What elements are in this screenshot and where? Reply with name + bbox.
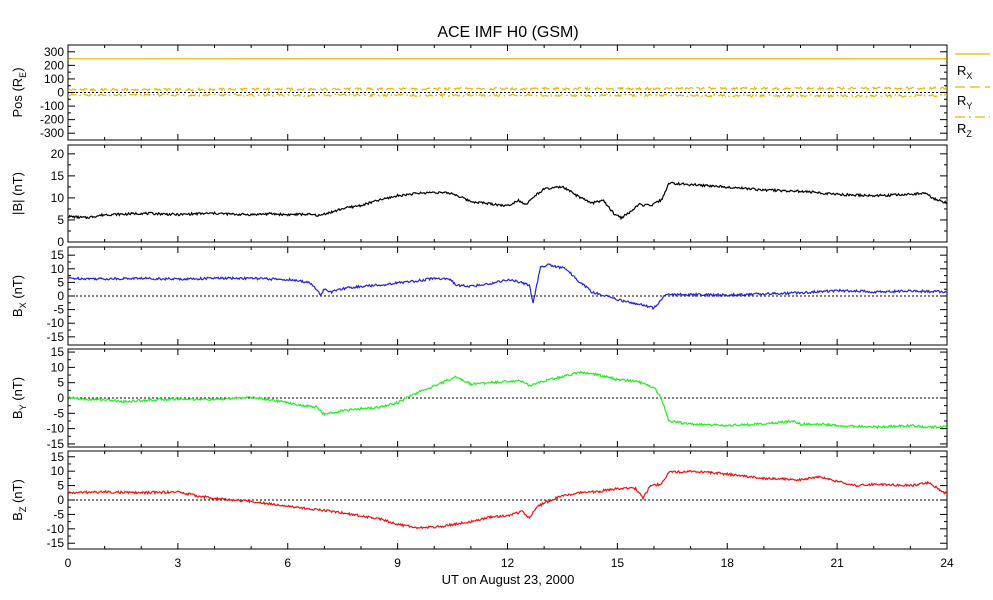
y-tick-label: -10 [47, 316, 65, 330]
y-tick-label: -10 [47, 422, 65, 436]
y-axis-label-main: B [10, 308, 25, 317]
y-tick-label: 15 [51, 248, 65, 262]
chart-title: ACE IMF H0 (GSM) [437, 24, 578, 41]
y-tick-label: -15 [47, 330, 65, 344]
y-tick-label: 15 [51, 169, 65, 183]
y-tick-label: 5 [57, 376, 64, 390]
y-axis-label: BZ (nT) [10, 479, 28, 521]
y-tick-label: -10 [47, 522, 65, 536]
x-axis-label: UT on August 23, 2000 [442, 572, 575, 587]
y-axis-label: |B| (nT) [10, 172, 25, 215]
y-axis-label-sub: Y [18, 404, 28, 410]
x-axis: 0 3 6 9 12 15 18 21 24 [65, 556, 954, 570]
y-axis-label-main: B [10, 410, 25, 419]
series-bx-line [68, 263, 947, 311]
series-bz-line [68, 469, 947, 530]
y-tick-label: 5 [57, 213, 64, 227]
panel-bmag: 20 15 10 5 0 |B| (nT) [10, 144, 948, 249]
legend-label-z: RZ [957, 121, 972, 139]
y-axis-label-sub: X [18, 302, 28, 308]
y-axis-label: BX (nT) [10, 275, 28, 317]
y-axis-label-end: (nT) [10, 377, 25, 404]
y-tick-label: 5 [57, 479, 64, 493]
panel-frame [67, 144, 948, 243]
y-tick-label: 20 [51, 147, 65, 161]
x-tick-label: 24 [940, 556, 954, 570]
y-axis-label-end: (nT) [10, 275, 25, 302]
y-tick-label: -5 [53, 303, 64, 317]
y-axis-label-main: Pos (R [10, 78, 25, 118]
y-axis-label: Pos (RE) [10, 67, 28, 117]
y-tick-label: -5 [53, 406, 64, 420]
y-tick-label: 10 [51, 262, 65, 276]
y-tick-label: 10 [51, 360, 65, 374]
y-tick-label: 200 [44, 58, 64, 72]
y-tick-label: 0 [57, 493, 64, 507]
legend: RX RY RZ [955, 53, 990, 139]
x-tick-label: 0 [65, 556, 72, 570]
x-tick-label: 15 [611, 556, 625, 570]
y-tick-label: 15 [51, 345, 65, 359]
y-axis-label-main: B [10, 512, 25, 521]
x-tick-label: 6 [284, 556, 291, 570]
y-axis-label-sub: Z [18, 506, 28, 512]
panel-frame [67, 450, 948, 550]
series-by-line [68, 370, 947, 430]
y-axis-label-main: |B| (nT) [10, 172, 25, 215]
y-tick-label: 15 [51, 450, 65, 464]
y-tick-label: 0 [57, 235, 64, 249]
y-tick-label: 5 [57, 275, 64, 289]
y-tick-label: -100 [40, 99, 64, 113]
x-tick-label: 12 [501, 556, 515, 570]
y-tick-label: 0 [57, 391, 64, 405]
y-tick-label: -300 [40, 126, 64, 140]
x-tick-label: 9 [394, 556, 401, 570]
legend-label-y: RY [957, 93, 972, 111]
y-tick-label: -200 [40, 113, 64, 127]
y-tick-label: 0 [57, 289, 64, 303]
y-tick-label: 10 [51, 464, 65, 478]
legend-label-x: RX [957, 63, 972, 81]
panel-frame [67, 246, 948, 346]
series-b-line [68, 181, 947, 221]
series-ry-line [68, 85, 947, 92]
y-tick-label: -15 [47, 536, 65, 550]
y-tick-label: 0 [57, 86, 64, 100]
y-tick-label: -15 [47, 437, 65, 451]
y-axis-label: BY (nT) [10, 377, 28, 419]
y-tick-label: 10 [51, 191, 65, 205]
y-axis-label-end: ) [10, 67, 25, 71]
x-tick-label: 18 [721, 556, 735, 570]
y-tick-label: -5 [53, 507, 64, 521]
series-rz-line [68, 92, 947, 99]
x-tick-label: 3 [175, 556, 182, 570]
y-tick-label: 100 [44, 72, 64, 86]
y-axis-label-sub: E [18, 72, 28, 78]
y-tick-label: 300 [44, 45, 64, 59]
x-tick-label: 21 [830, 556, 844, 570]
y-axis-label-end: (nT) [10, 479, 25, 506]
